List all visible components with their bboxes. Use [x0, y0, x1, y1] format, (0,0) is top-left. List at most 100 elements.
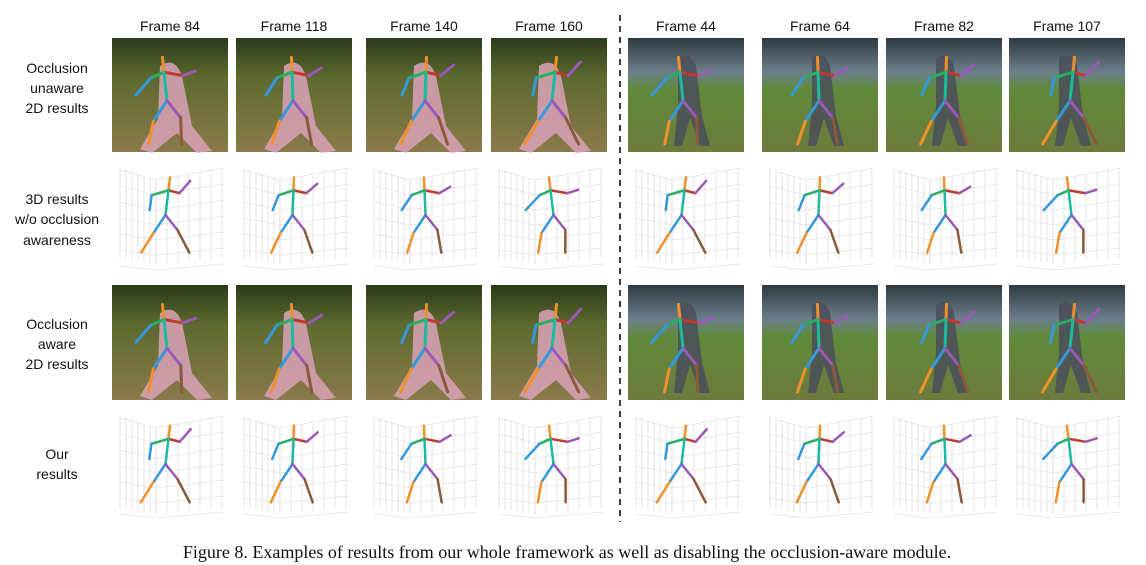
bone: [944, 318, 963, 325]
bone: [1068, 99, 1086, 120]
grid: [1052, 247, 1122, 256]
bone: [803, 437, 821, 446]
bone: [692, 228, 707, 254]
bone: [264, 323, 279, 344]
bone: [550, 70, 557, 103]
bone: [1042, 442, 1059, 461]
figure-panel: [366, 408, 482, 520]
bone: [1054, 231, 1061, 254]
bone: [678, 318, 701, 325]
grid: [635, 249, 673, 256]
bone: [423, 70, 428, 103]
bone: [552, 213, 567, 232]
bone: [290, 318, 311, 325]
grid: [671, 463, 741, 474]
grid: [929, 511, 999, 519]
column-header: Frame 64: [790, 18, 850, 34]
bone: [1068, 318, 1075, 350]
grid: [671, 231, 741, 241]
bone: [943, 189, 947, 217]
grid: [279, 447, 349, 459]
bone: [932, 213, 947, 235]
figure-panel: [366, 160, 482, 271]
figure-panel: [236, 408, 352, 520]
grid: [155, 263, 225, 271]
grid: [373, 497, 411, 504]
bone: [540, 213, 555, 235]
person: [1055, 55, 1091, 147]
grid: [769, 497, 807, 504]
bone: [164, 213, 179, 232]
bone: [424, 70, 443, 78]
bone: [655, 480, 671, 504]
grid: [929, 263, 999, 271]
bone: [161, 303, 166, 321]
bone: [307, 313, 324, 325]
bone: [423, 189, 441, 195]
bone: [920, 442, 933, 461]
bone: [269, 480, 282, 504]
bone: [956, 228, 963, 254]
bone: [292, 424, 296, 441]
bone: [277, 437, 295, 446]
bone: [925, 480, 935, 504]
grid: [1052, 463, 1122, 474]
bone: [162, 318, 169, 350]
bone: [818, 176, 822, 192]
bone: [291, 213, 306, 232]
bone: [410, 437, 426, 446]
row-label: Our: [45, 446, 69, 462]
bone: [663, 367, 671, 394]
bone: [165, 346, 183, 367]
grid: [635, 265, 673, 271]
grid: [409, 447, 479, 459]
bone: [927, 70, 948, 80]
grid: [929, 247, 999, 256]
bone: [400, 323, 411, 344]
bone: [549, 189, 555, 217]
grid: [279, 511, 349, 519]
row-label: 3D results: [25, 191, 88, 207]
bone: [930, 189, 946, 197]
bone: [524, 193, 541, 212]
grid: [119, 497, 157, 504]
bone: [271, 442, 280, 461]
bone: [161, 55, 166, 74]
bone: [550, 99, 568, 120]
bone: [167, 189, 181, 195]
bone: [424, 303, 428, 321]
figure-panel: [366, 38, 482, 153]
grid: [929, 495, 999, 504]
bone: [1071, 55, 1076, 74]
row-label: awareness: [23, 232, 91, 248]
grid: [155, 479, 225, 489]
bone: [803, 189, 821, 197]
bone: [1054, 346, 1072, 371]
bone: [553, 318, 570, 325]
bone: [407, 318, 428, 327]
row-label: 2D results: [25, 356, 88, 372]
grid: [409, 263, 479, 271]
grid: [635, 497, 673, 504]
bone: [1067, 189, 1073, 217]
bone: [400, 442, 413, 461]
grid: [498, 265, 536, 271]
bone: [1054, 99, 1072, 123]
bone: [292, 189, 308, 195]
bone: [790, 76, 805, 97]
grid: [805, 247, 875, 256]
row-label: Occlusion: [26, 316, 87, 332]
grid: [409, 199, 479, 211]
bone: [438, 434, 452, 444]
bone: [829, 477, 840, 504]
bone: [424, 213, 439, 232]
grid: [409, 247, 479, 256]
bone: [943, 99, 961, 120]
bone: [152, 213, 167, 235]
grid: [409, 511, 479, 519]
bone: [437, 364, 450, 394]
bone: [920, 193, 933, 212]
bone: [801, 70, 820, 80]
bone: [178, 428, 192, 444]
